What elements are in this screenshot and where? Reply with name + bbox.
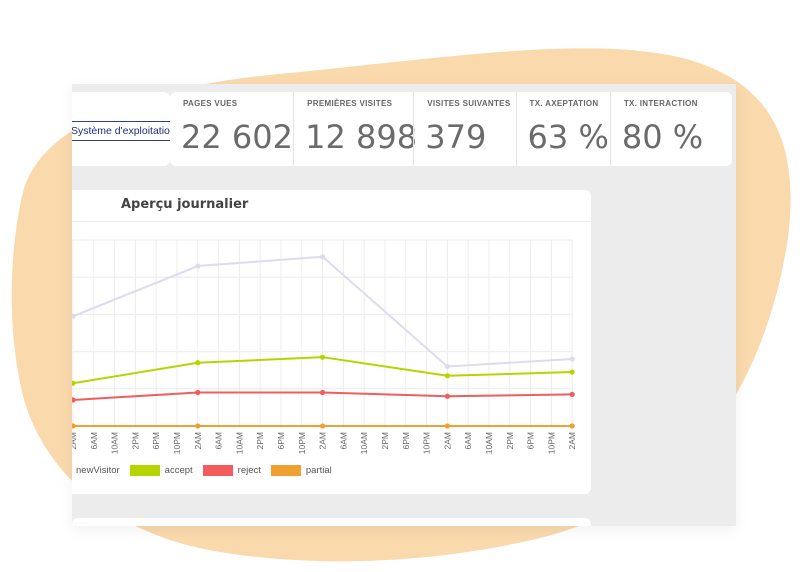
stat-tx-interaction: TX. INTERACTION 80 % xyxy=(609,92,732,166)
x-tick-label: 6AM xyxy=(463,432,473,449)
x-tick-label: 6PM xyxy=(401,432,411,449)
next-card xyxy=(72,518,591,526)
chart-legend: newVisitor accept reject partial xyxy=(72,462,342,478)
data-point-partial xyxy=(444,423,450,429)
x-tick-label: 6AM xyxy=(89,432,99,449)
x-tick-label: 10AM xyxy=(234,432,244,454)
line-chart: 2AM 6AM 10AM 2PM 6PM 10PM 2AM 6AM 10AM 2PM 6PM 10PM… xyxy=(72,239,577,454)
data-point-reject xyxy=(72,397,76,403)
stat-label: VISITES SUIVANTES xyxy=(427,99,511,108)
data-point-newVisitor xyxy=(195,263,201,269)
data-point-newVisitor xyxy=(444,363,450,370)
stat-value: 22 602 xyxy=(181,118,293,156)
divider xyxy=(72,221,591,222)
x-tick-label: 10PM xyxy=(172,432,182,454)
legend-item-partial[interactable]: partial xyxy=(270,464,332,476)
x-tick-label: 10AM xyxy=(110,432,120,454)
legend-item-newVisitor[interactable]: newVisitor xyxy=(76,465,120,476)
legend-label: accept xyxy=(164,464,193,476)
stat-label: TX. INTERACTION xyxy=(623,99,698,108)
stats-bar: PAGES VUES 22 602 PREMIÈRES VISITES 12 8… xyxy=(170,92,732,166)
x-tick-label: 10AM xyxy=(484,432,494,454)
x-tick-label: 2AM xyxy=(318,432,328,449)
data-point-accept xyxy=(444,373,450,379)
x-tick-label: 2PM xyxy=(505,432,515,449)
data-point-accept xyxy=(569,369,575,375)
x-tick-label: 6PM xyxy=(526,432,536,449)
data-point-newVisitor xyxy=(569,356,575,362)
data-point-partial xyxy=(195,423,201,429)
stat-pages-vues: PAGES VUES 22 602 xyxy=(170,92,293,166)
x-tick-label: 10PM xyxy=(546,432,556,454)
x-tick-label: 6AM xyxy=(338,432,348,449)
x-tick-label: 2AM xyxy=(442,432,452,449)
data-point-reject xyxy=(569,391,575,397)
stat-label: TX. AXEPTATION xyxy=(529,99,599,108)
data-point-reject xyxy=(444,393,450,399)
stat-label: PAGES VUES xyxy=(183,99,238,108)
x-tick-label: 10PM xyxy=(422,432,432,454)
filter-card: Système d'exploitation xyxy=(72,92,182,166)
os-filter-button[interactable]: Système d'exploitation xyxy=(72,121,182,141)
data-point-newVisitor xyxy=(320,254,326,260)
data-point-partial xyxy=(569,423,575,429)
x-tick-label: 6AM xyxy=(214,432,224,449)
data-point-partial xyxy=(72,423,76,429)
legend-label: reject xyxy=(237,464,261,476)
stat-value: 80 % xyxy=(621,118,704,156)
stat-value: 379 xyxy=(425,118,487,156)
dashboard-panel: Système d'exploitation PAGES VUES 22 602… xyxy=(72,84,736,526)
data-point-accept xyxy=(72,380,76,386)
x-tick-label: 2PM xyxy=(380,432,390,449)
legend-label: newVisitor xyxy=(76,464,120,476)
x-tick-label: 6PM xyxy=(276,432,286,449)
stat-tx-axeptation: TX. AXEPTATION 63 % xyxy=(515,92,610,166)
stat-premieres-visites: PREMIÈRES VISITES 12 898 xyxy=(293,92,417,166)
legend-item-reject[interactable]: reject xyxy=(202,464,261,476)
data-point-accept xyxy=(195,360,201,366)
data-point-newVisitor xyxy=(72,313,76,319)
legend-swatch xyxy=(270,464,301,476)
x-tick-label: 2AM xyxy=(193,432,203,449)
data-point-reject xyxy=(320,389,326,396)
legend-label: partial xyxy=(305,464,332,476)
legend-item-accept[interactable]: accept xyxy=(129,464,193,476)
stat-value: 63 % xyxy=(527,118,609,156)
x-tick-label: 2AM xyxy=(72,432,78,449)
stat-value: 12 898 xyxy=(305,118,418,156)
x-tick-label: 10PM xyxy=(297,432,307,454)
data-point-accept xyxy=(320,354,326,360)
chart-title: Aperçu journalier xyxy=(121,197,249,212)
x-tick-label: 10AM xyxy=(359,432,369,454)
legend-swatch xyxy=(202,464,233,476)
data-point-reject xyxy=(195,389,201,396)
x-tick-label: 2AM xyxy=(567,432,577,449)
x-tick-label: 2PM xyxy=(130,432,140,449)
x-tick-label: 2PM xyxy=(255,432,265,449)
stat-visites-suivantes: VISITES SUIVANTES 379 xyxy=(413,92,515,166)
stat-label: PREMIÈRES VISITES xyxy=(307,99,393,108)
legend-swatch xyxy=(129,464,160,476)
data-point-partial xyxy=(320,423,326,429)
daily-overview-card: Aperçu journalier 2AM 6AM 10AM 2PM 6PM 10PM 2A… xyxy=(72,190,591,494)
x-tick-label: 6PM xyxy=(151,432,161,449)
